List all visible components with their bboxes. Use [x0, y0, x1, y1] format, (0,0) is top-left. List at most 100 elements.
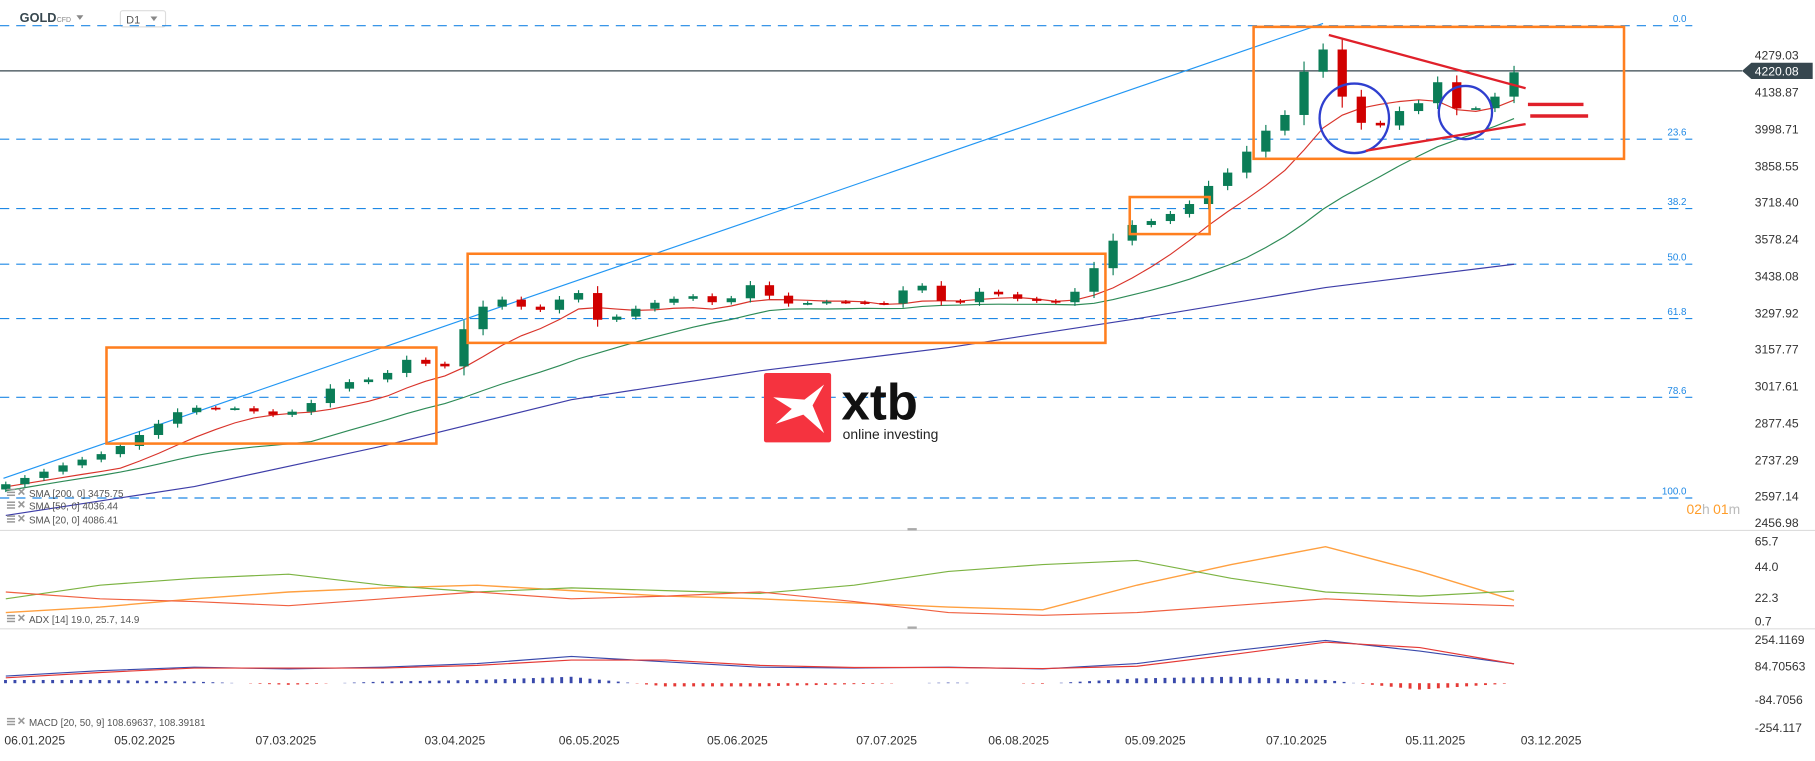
macd-histogram-bar — [663, 683, 667, 687]
candle-body — [440, 363, 450, 367]
candle — [1337, 38, 1347, 108]
symbol-label[interactable]: GOLD — [20, 10, 57, 25]
legend-settings-icon[interactable] — [6, 488, 16, 497]
macd-histogram-bar — [1125, 678, 1129, 684]
macd-histogram-bar — [484, 679, 488, 684]
candle-body — [1146, 221, 1156, 225]
macd-histogram-bar — [1502, 683, 1506, 684]
candle-body — [363, 379, 374, 383]
xtb-logo: xtb online investing — [763, 372, 938, 443]
macd-histogram-bar — [315, 683, 319, 684]
highlight-circle-2[interactable] — [1437, 84, 1494, 141]
legend-sma200[interactable]: SMA [200, 0] 3475.75 — [6, 488, 124, 500]
macd-histogram-bar — [390, 681, 394, 684]
logo-x-icon — [773, 384, 825, 434]
range-box-3[interactable] — [1128, 195, 1211, 236]
candle-body — [344, 382, 355, 389]
macd-histogram-bar — [805, 683, 809, 686]
macd-histogram-bar — [1361, 683, 1365, 684]
macd-histogram-bar — [399, 681, 403, 684]
candle — [249, 406, 259, 414]
macd-histogram-bar — [1069, 682, 1073, 684]
current-price-value: 4220.08 — [1755, 64, 1799, 78]
candle — [306, 399, 316, 415]
trend-line[interactable] — [3, 22, 1324, 479]
legend-settings-icon[interactable] — [6, 614, 16, 623]
candle — [879, 301, 889, 306]
candle — [707, 293, 717, 305]
legend-adx[interactable]: ADX [14] 19.0, 25.7, 14.9 — [6, 614, 139, 626]
legend-remove-icon[interactable] — [17, 500, 25, 508]
macd-histogram-bar — [164, 681, 168, 684]
icon-stroke — [17, 614, 25, 622]
legend-remove-icon[interactable] — [17, 614, 25, 622]
macd-histogram-bar — [682, 683, 686, 687]
macd-histogram-bar — [173, 681, 177, 684]
macd-histogram-bar — [437, 680, 441, 684]
macd-histogram-bar — [154, 680, 158, 684]
range-box-1[interactable] — [105, 346, 438, 445]
candle — [535, 304, 545, 313]
range-box-4[interactable] — [1252, 25, 1626, 161]
price-tick-label: 3998.71 — [1755, 122, 1799, 136]
candle-body — [650, 302, 660, 309]
macd-histogram-bar — [1408, 683, 1412, 689]
macd-histogram-bar — [814, 683, 818, 686]
macd-histogram-bar — [1276, 678, 1280, 684]
macd-histogram-bar — [861, 683, 865, 684]
range-box-2[interactable] — [466, 252, 1107, 345]
legend-settings-icon[interactable] — [6, 717, 16, 726]
legend-remove-icon[interactable] — [17, 488, 25, 496]
candle — [287, 409, 297, 418]
symbol-dropdown-icon[interactable] — [76, 15, 84, 20]
candle-body — [478, 306, 488, 330]
candle-body — [1490, 96, 1500, 109]
legend-settings-icon[interactable] — [6, 515, 16, 523]
resize-handle-macd[interactable] — [907, 626, 917, 629]
date-axis[interactable]: 06.01.2025 05.02.2025 07.03.2025 03.04.2025… — [4, 734, 1581, 748]
triangle-upper-line[interactable] — [1328, 33, 1526, 90]
macd-histogram-bar — [202, 681, 205, 684]
candle — [1108, 233, 1118, 276]
legend-macd[interactable]: MACD [20, 50, 9] 108.69637, 108.39181 — [6, 717, 205, 729]
candle — [764, 281, 775, 300]
macd-tick-label: 254.1169 — [1755, 633, 1805, 647]
highlight-circle-1[interactable] — [1318, 82, 1391, 155]
macd-histogram-bar — [748, 683, 752, 687]
legend-remove-icon[interactable] — [17, 717, 25, 725]
macd-histogram-bar — [1304, 679, 1308, 684]
price-axis[interactable]: 4279.03 4138.87 3998.71 3858.55 3718.40 3578.… — [1755, 48, 1799, 530]
macd-histogram-bar — [569, 676, 573, 684]
fibonacci-retracement[interactable]: 0.0 23.6 38.2 50.0 61.8 78.6 100.0 — [0, 14, 1693, 499]
candle — [1, 481, 11, 493]
legend-remove-icon[interactable] — [17, 514, 25, 522]
adx-panel — [5, 546, 1515, 616]
macd-histogram-bar — [428, 680, 432, 684]
macd-histogram-bar — [1031, 683, 1035, 684]
macd-histogram-bar — [409, 681, 413, 684]
legend-sma50[interactable]: SMA [50, 0] 4036.44 — [6, 500, 119, 513]
macd-histogram-bar — [88, 679, 92, 684]
macd-histogram-bar — [795, 683, 799, 686]
triangle-lower-line[interactable] — [1365, 122, 1526, 152]
icon-bar — [6, 515, 16, 517]
candle — [631, 305, 641, 320]
legend-settings-icon[interactable] — [6, 501, 16, 509]
macd-histogram-bar — [22, 679, 26, 684]
adx-tick-label: 22.3 — [1755, 591, 1779, 605]
timeframe-select[interactable]: D1 — [119, 10, 167, 28]
resize-handle-adx[interactable] — [907, 528, 917, 531]
sma200-group — [5, 263, 1515, 516]
candle — [1490, 92, 1500, 113]
fib-level-label: 23.6 — [1667, 128, 1687, 139]
macd-histogram-bar — [560, 677, 564, 684]
price-tick-label: 2737.29 — [1755, 453, 1799, 467]
candle-body — [822, 301, 832, 304]
macd-histogram-bar — [579, 677, 582, 684]
candle — [134, 431, 145, 450]
macd-histogram-bar — [352, 682, 356, 684]
candle — [936, 281, 946, 306]
macd-histogram-bar — [381, 681, 385, 684]
legend-sma20[interactable]: SMA [20, 0] 4086.41 — [6, 514, 118, 526]
